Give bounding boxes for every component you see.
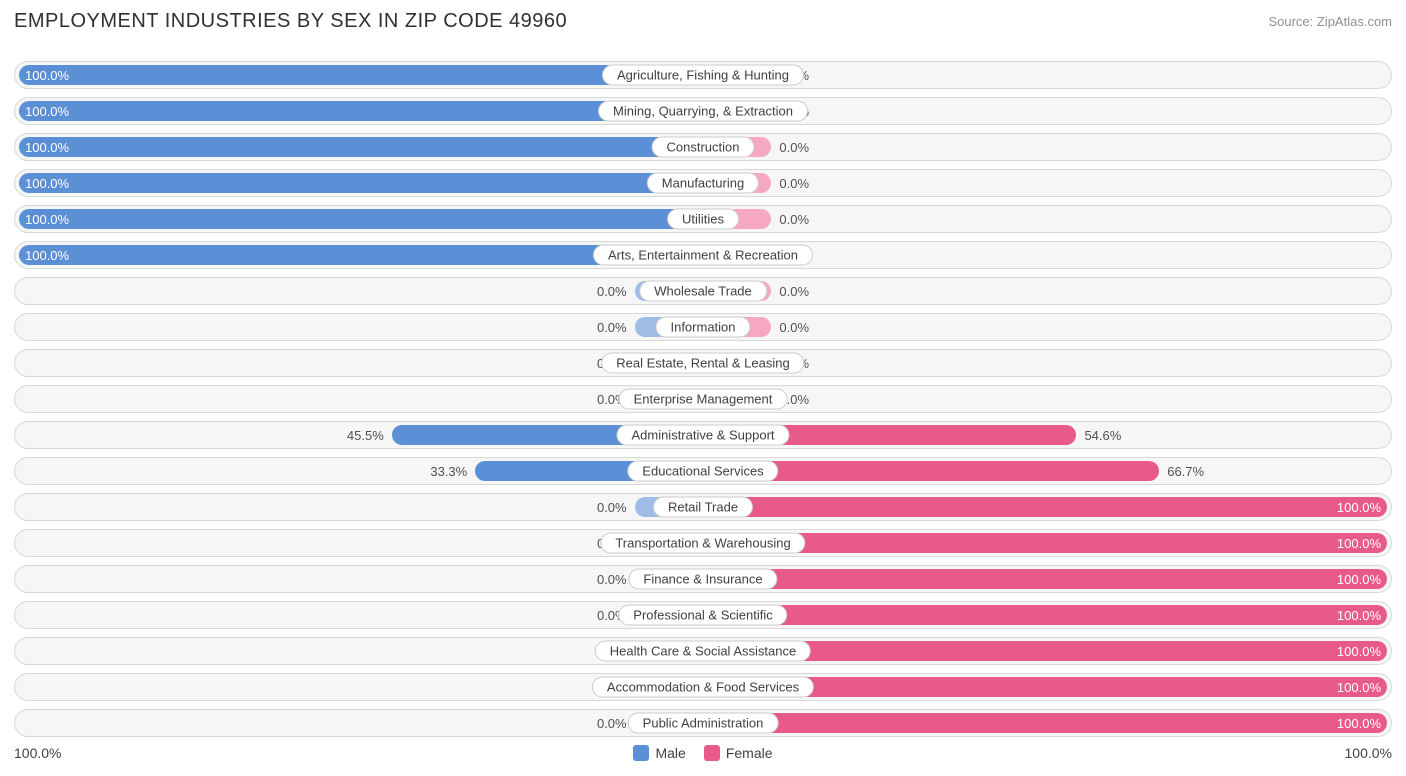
category-label: Professional & Scientific (618, 605, 787, 626)
male-pct-label: 100.0% (19, 65, 75, 85)
category-label: Retail Trade (653, 497, 753, 518)
chart-row: 100.0%0.0%Agriculture, Fishing & Hunting (14, 61, 1392, 89)
female-bar (703, 569, 1387, 589)
chart-title: EMPLOYMENT INDUSTRIES BY SEX IN ZIP CODE… (14, 10, 567, 33)
category-label: Health Care & Social Assistance (595, 641, 811, 662)
male-pct-label: 100.0% (19, 173, 75, 193)
male-bar (19, 65, 703, 85)
female-pct-label: 100.0% (1331, 569, 1387, 589)
category-label: Real Estate, Rental & Leasing (601, 353, 804, 374)
male-pct-label: 0.0% (591, 317, 633, 337)
legend-female: Female (704, 745, 773, 761)
female-pct-label: 100.0% (1331, 533, 1387, 553)
female-pct-label: 0.0% (773, 281, 815, 301)
female-pct-label: 100.0% (1331, 497, 1387, 517)
legend-male: Male (633, 745, 685, 761)
category-label: Accommodation & Food Services (592, 677, 814, 698)
male-bar (19, 209, 703, 229)
female-pct-label: 0.0% (773, 317, 815, 337)
chart-source: Source: ZipAtlas.com (1268, 14, 1392, 29)
chart-footer: 100.0% Male Female 100.0% (14, 745, 1392, 761)
category-label: Agriculture, Fishing & Hunting (602, 65, 804, 86)
category-label: Construction (652, 137, 755, 158)
axis-left-label: 100.0% (14, 745, 61, 761)
chart-row: 100.0% 0.0% Construction (14, 133, 1392, 161)
chart-header: EMPLOYMENT INDUSTRIES BY SEX IN ZIP CODE… (14, 10, 1392, 33)
chart-row: 0.0%100.0%Health Care & Social Assistanc… (14, 637, 1392, 665)
chart-row: 0.0%0.0%Real Estate, Rental & Leasing (14, 349, 1392, 377)
chart-row: 100.0%0.0%Arts, Entertainment & Recreati… (14, 241, 1392, 269)
male-pct-label: 45.5% (341, 425, 390, 445)
chart-row: 0.0% 0.0% Wholesale Trade (14, 277, 1392, 305)
chart-row: 0.0% 100.0% Retail Trade (14, 493, 1392, 521)
male-pct-label: 0.0% (591, 497, 633, 517)
category-label: Transportation & Warehousing (600, 533, 805, 554)
chart-row: 0.0%0.0%Enterprise Management (14, 385, 1392, 413)
chart-row: 0.0%100.0%Accommodation & Food Services (14, 673, 1392, 701)
chart-row: 0.0% 0.0% Information (14, 313, 1392, 341)
female-bar (703, 533, 1387, 553)
male-pct-label: 0.0% (591, 281, 633, 301)
male-swatch-icon (633, 745, 649, 761)
chart-row: 0.0%100.0%Professional & Scientific (14, 601, 1392, 629)
chart-legend: Male Female (61, 745, 1344, 761)
chart-row: 100.0% 0.0% Utilities (14, 205, 1392, 233)
female-pct-label: 0.0% (773, 137, 815, 157)
male-pct-label: 0.0% (591, 713, 633, 733)
female-pct-label: 100.0% (1331, 641, 1387, 661)
male-bar (19, 137, 703, 157)
female-pct-label: 0.0% (773, 173, 815, 193)
chart-row: 0.0%100.0%Transportation & Warehousing (14, 529, 1392, 557)
category-label: Enterprise Management (619, 389, 788, 410)
chart-row: 0.0% 100.0% Public Administration (14, 709, 1392, 737)
category-label: Wholesale Trade (639, 281, 767, 302)
female-bar (703, 605, 1387, 625)
category-label: Administrative & Support (616, 425, 789, 446)
female-bar (703, 497, 1387, 517)
category-label: Arts, Entertainment & Recreation (593, 245, 813, 266)
category-label: Mining, Quarrying, & Extraction (598, 101, 808, 122)
category-label: Information (655, 317, 750, 338)
category-label: Manufacturing (647, 173, 759, 194)
female-pct-label: 100.0% (1331, 713, 1387, 733)
category-label: Utilities (667, 209, 739, 230)
category-label: Educational Services (627, 461, 778, 482)
female-pct-label: 0.0% (773, 209, 815, 229)
male-pct-label: 100.0% (19, 245, 75, 265)
chart-row: 100.0%0.0%Mining, Quarrying, & Extractio… (14, 97, 1392, 125)
male-pct-label: 100.0% (19, 137, 75, 157)
female-pct-label: 100.0% (1331, 605, 1387, 625)
category-label: Public Administration (628, 713, 779, 734)
chart-body: 100.0%0.0%Agriculture, Fishing & Hunting… (14, 61, 1392, 737)
male-pct-label: 100.0% (19, 209, 75, 229)
category-label: Finance & Insurance (628, 569, 777, 590)
axis-right-label: 100.0% (1345, 745, 1392, 761)
male-pct-label: 0.0% (591, 569, 633, 589)
male-bar (19, 173, 703, 193)
female-pct-label: 54.6% (1078, 425, 1127, 445)
female-swatch-icon (704, 745, 720, 761)
female-pct-label: 66.7% (1161, 461, 1210, 481)
male-pct-label: 33.3% (424, 461, 473, 481)
legend-female-label: Female (726, 745, 773, 761)
female-bar (703, 713, 1387, 733)
chart-row: 0.0% 100.0% Finance & Insurance (14, 565, 1392, 593)
female-pct-label: 100.0% (1331, 677, 1387, 697)
chart-row: 100.0% 0.0% Manufacturing (14, 169, 1392, 197)
legend-male-label: Male (655, 745, 685, 761)
male-pct-label: 100.0% (19, 101, 75, 121)
chart-row: 33.3% 66.7% Educational Services (14, 457, 1392, 485)
chart-row: 45.5% 54.6% Administrative & Support (14, 421, 1392, 449)
